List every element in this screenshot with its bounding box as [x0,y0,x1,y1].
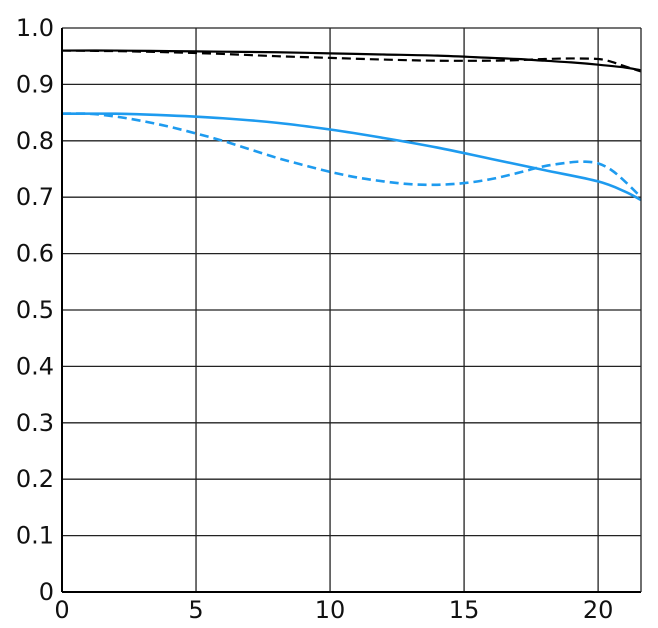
y-tick-label: 0.1 [16,522,54,550]
x-tick-label: 10 [315,596,346,624]
plot-frame [61,28,642,593]
x-tick-label: 0 [54,596,69,624]
x-tick-label: 20 [583,596,614,624]
series-line-4 [61,112,642,199]
series-lines [61,49,642,202]
x-tick-labels: 0 5 10 15 20 [54,596,613,624]
y-tick-label: 0 [39,578,54,606]
y-tick-label: 0.8 [16,127,54,155]
y-tick-label: 0.9 [16,70,54,98]
y-tick-labels: 0 0.1 0.2 0.3 0.4 0.5 0.6 0.7 0.8 0.9 1.0 [16,14,54,606]
grid-lines [61,27,641,593]
series-line-2 [61,49,642,73]
series-line-3 [61,112,642,202]
y-tick-label: 1.0 [16,14,54,42]
y-tick-label: 0.2 [16,465,54,493]
y-tick-label: 0.7 [16,183,54,211]
y-tick-label: 0.4 [16,352,54,380]
x-tick-label: 5 [188,596,203,624]
y-tick-label: 0.3 [16,409,54,437]
x-tick-label: 15 [449,596,480,624]
y-tick-label: 0.5 [16,296,54,324]
series-line-1 [61,49,642,72]
y-tick-label: 0.6 [16,240,54,268]
